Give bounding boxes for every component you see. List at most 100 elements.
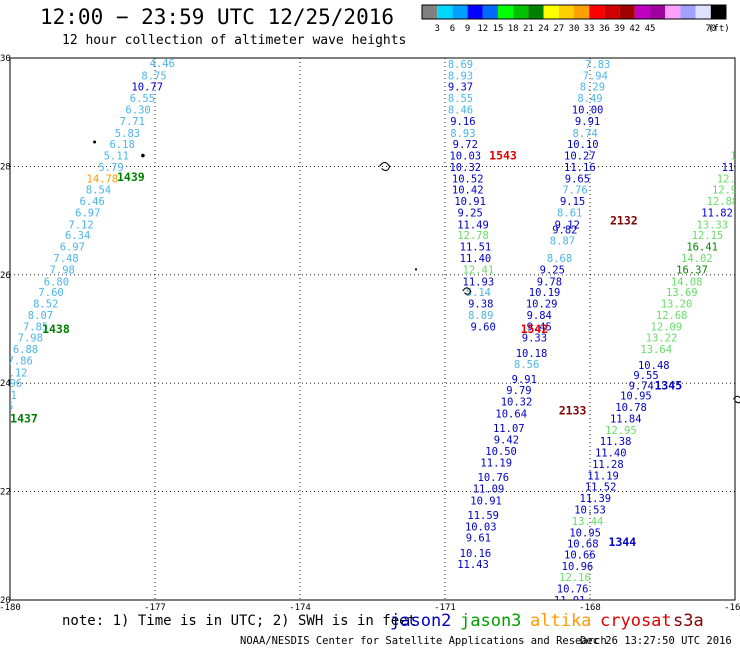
data-point-label: 9.37	[448, 82, 473, 94]
legend-swatch	[528, 5, 544, 19]
pass-number-label: 2133	[559, 403, 587, 417]
data-point-label: 9.74	[629, 380, 654, 392]
data-point-label: 6.88	[13, 344, 38, 356]
data-point-label: 8.61	[557, 207, 582, 219]
island-dot	[141, 153, 145, 158]
legend-swatch	[467, 5, 483, 19]
units-label: (ft)	[708, 24, 730, 34]
data-point-label: 9.91	[512, 374, 537, 386]
data-point-label: 7.85	[0, 401, 13, 413]
x-tick-label: -174	[289, 603, 311, 613]
data-point-label: 10.16	[460, 548, 492, 560]
data-point-label: 10.32	[501, 397, 533, 409]
y-tick-label: 20	[0, 596, 11, 606]
data-point-label: 9.45	[527, 321, 552, 333]
data-point-label: 10.53	[574, 504, 606, 516]
data-point-label: 10.48	[638, 360, 670, 372]
pass-number-label: 1345	[654, 378, 682, 392]
pass-labels: 1439143814371543154221322133213413451344…	[10, 149, 682, 549]
data-point-label: 8.93	[450, 128, 475, 140]
data-point-label: 12.78	[457, 230, 489, 242]
island-outline	[462, 287, 472, 295]
data-point-label: 12.97	[712, 185, 740, 197]
data-point-label: 5.14	[466, 287, 491, 299]
data-point-label: 11.16	[564, 162, 596, 174]
data-point-label: 10.18	[516, 348, 548, 360]
data-point-label: 8.54	[86, 185, 111, 197]
legend-swatch	[619, 5, 635, 19]
data-point-label: 10.32	[449, 162, 481, 174]
pass-number-label: 1344	[609, 535, 637, 549]
data-point-label: 9.33	[522, 333, 547, 345]
legend-tick-label: 3	[434, 24, 439, 34]
x-tick-label: -165	[724, 603, 740, 613]
data-point-label: 6.18	[109, 139, 134, 151]
data-point-label: 9.25	[540, 264, 565, 276]
data-point-label: 6.97	[60, 242, 85, 254]
data-point-label: 9.79	[506, 385, 531, 397]
y-tick-label: 26	[0, 271, 11, 281]
legend-tick-label: 18	[508, 24, 519, 34]
generated-timestamp: Dec 26 13:27:50 UTC 2016	[580, 635, 732, 647]
data-point-label: 8.75	[141, 70, 166, 82]
data-point-label: 9.55	[633, 370, 658, 382]
legend-swatch	[634, 5, 650, 19]
island-dot	[414, 268, 418, 271]
legend-swatch	[650, 5, 666, 19]
data-point-label: 12.88	[707, 196, 739, 208]
legend-swatch	[482, 5, 498, 19]
legend-swatch	[452, 5, 468, 19]
data-point-label: 11.51	[460, 242, 492, 254]
data-point-label: 8.29	[580, 82, 605, 94]
pass-number-label: 1439	[117, 170, 145, 184]
legend-swatch	[558, 5, 574, 19]
data-point-label: 7.98	[50, 264, 75, 276]
legend-swatch	[543, 5, 559, 19]
data-point-label: 11.38	[600, 436, 632, 448]
data-point-label: 8.93	[448, 70, 473, 82]
legend-tick-label: 36	[599, 24, 610, 34]
data-point-label: 10.96	[562, 561, 594, 573]
data-point-label: 7.83	[585, 59, 610, 71]
legend-tick-label: 12	[477, 24, 488, 34]
data-point-label: 9.25	[457, 207, 482, 219]
data-point-label: 12.67	[717, 173, 740, 185]
x-tick-label: -177	[144, 603, 166, 613]
data-point-label: 9.60	[471, 321, 496, 333]
data-point-label: 6.55	[130, 93, 155, 105]
footnote: note: 1) Time is in UTC; 2) SWH is in fe…	[62, 613, 416, 629]
data-point-label: 10.91	[470, 495, 502, 507]
data-point-label: 10.10	[567, 139, 599, 151]
data-point-label: 13.22	[646, 333, 678, 345]
plot-border	[9, 57, 736, 601]
data-point-label: 9.38	[468, 299, 493, 311]
data-point-label: 10.78	[615, 402, 647, 414]
data-point-label: 6.80	[44, 276, 69, 288]
data-point-label: 13.64	[640, 344, 672, 356]
data-point-label: 10.42	[452, 185, 484, 197]
legend-tick-label: 42	[629, 24, 640, 34]
data-point-label: 8.56	[514, 359, 539, 371]
data-point-label: 8.07	[28, 310, 53, 322]
legend-swatch	[422, 5, 438, 19]
satellite-legend: jason2 jason3 altika cryosat s3a	[390, 611, 704, 631]
legend-swatch	[604, 5, 620, 19]
data-point-label: 10.29	[526, 299, 558, 311]
data-point-label: 5.83	[115, 128, 140, 140]
data-point-label: 10.76	[557, 584, 589, 596]
data-point-label: 8.46	[448, 104, 473, 116]
color-scale-legend: 3 6 9 12 15 18 21 24 27 30 33 36 39 42 45 70	[421, 4, 727, 34]
data-point-label: 8.87	[550, 236, 575, 248]
data-point-label: 12.15	[692, 230, 724, 242]
chart-subtitle: 12 hour collection of altimeter wave hei…	[62, 33, 406, 48]
satellite-legend-item: cryosat	[600, 611, 672, 631]
data-point-label: 7.94	[583, 70, 608, 82]
data-point-label: 12.16	[559, 572, 591, 584]
data-point-label: 11.39	[580, 493, 612, 505]
data-point-label: 11.43	[457, 559, 489, 571]
data-point-label: 10.50	[485, 446, 517, 458]
data-point-label: 9.16	[450, 116, 475, 128]
data-point-label: 9.72	[453, 139, 478, 151]
plot-area	[9, 57, 736, 601]
data-point-label: 10.27	[564, 151, 596, 163]
